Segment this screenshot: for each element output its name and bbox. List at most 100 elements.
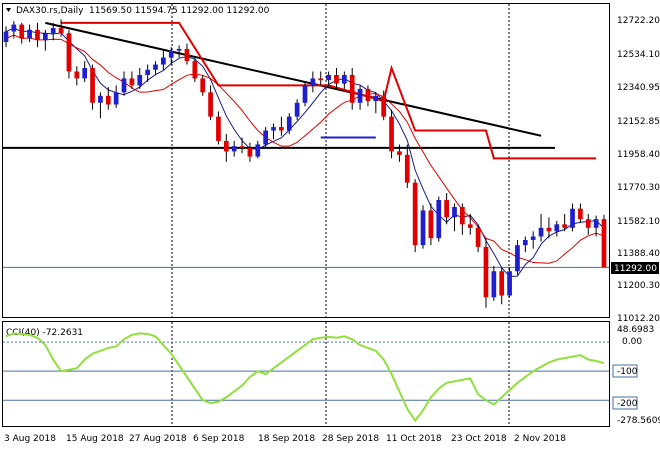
- date-tick: 28 Sep 2018: [322, 434, 379, 444]
- candle-body: [90, 68, 95, 103]
- price-tick: 11958.40: [617, 150, 660, 160]
- candle-body: [381, 95, 387, 117]
- current-price-label: 11292.00: [614, 264, 657, 274]
- candle-body: [82, 68, 88, 79]
- date-tick: 27 Aug 2018: [129, 434, 187, 444]
- candle-body: [397, 151, 402, 155]
- candle-body: [216, 116, 221, 141]
- candle-body: [271, 127, 276, 131]
- candle-body: [420, 210, 426, 246]
- cci-panel-frame: [2, 321, 610, 427]
- candle-body: [554, 224, 560, 232]
- candle-body: [192, 61, 198, 79]
- candle-body: [231, 146, 237, 152]
- candle-body: [168, 50, 174, 58]
- date-tick: 11 Oct 2018: [386, 434, 442, 444]
- candle-body: [578, 208, 583, 220]
- candle-body: [373, 95, 379, 102]
- cci-tick: 0.00: [622, 337, 642, 347]
- candle-body: [105, 95, 111, 105]
- candle-body: [467, 224, 473, 228]
- cci-level-100-label: -100: [617, 367, 638, 377]
- cci-axis: 48.6983 0.00 -278.5609: [617, 325, 660, 426]
- candle-body: [137, 74, 143, 86]
- collapse-triangle-icon: [6, 8, 11, 12]
- candle-body: [286, 116, 292, 131]
- candle-body: [499, 271, 505, 296]
- candle-body: [58, 28, 64, 34]
- cci-level-200-badge: -200: [612, 396, 638, 410]
- symbol-label: DAX30.rs,Daily: [16, 6, 84, 16]
- candle-body: [436, 200, 442, 239]
- candle-body: [50, 28, 56, 34]
- candle-body: [66, 33, 72, 72]
- price-tick: 12340.95: [617, 83, 660, 93]
- candle-body: [3, 31, 9, 42]
- candle-body: [42, 33, 48, 41]
- candle-body: [483, 246, 489, 298]
- price-tick: 11200.30: [617, 281, 660, 291]
- candle-body: [452, 206, 457, 218]
- price-tick: 12534.10: [617, 50, 660, 60]
- candle-body: [129, 78, 135, 86]
- chart-header: DAX30.rs,Daily 11569.50 11594.75 11292.0…: [6, 6, 270, 16]
- candle-body: [562, 224, 568, 228]
- cci-tick: 48.6983: [617, 325, 654, 335]
- candle-body: [153, 64, 158, 70]
- resistance-trendline: [45, 21, 542, 137]
- date-axis: 3 Aug 2018 15 Aug 2018 27 Aug 2018 6 Sep…: [4, 434, 566, 444]
- candle-body: [263, 130, 269, 145]
- candle-body: [515, 245, 520, 272]
- cci-title: CCI(40) -72.2631: [6, 328, 83, 338]
- candle-body: [121, 78, 127, 93]
- candle-body: [98, 95, 103, 103]
- candle-body: [349, 74, 355, 103]
- candle-body: [239, 146, 245, 148]
- candle-body: [412, 182, 418, 246]
- price-tick: 12722.20: [617, 16, 660, 26]
- candle-body: [404, 154, 410, 183]
- candle-body: [593, 219, 599, 228]
- date-tick: 23 Oct 2018: [451, 434, 507, 444]
- price-tick: 11582.10: [617, 217, 660, 227]
- candle-body: [334, 74, 339, 84]
- candle-body: [255, 144, 261, 157]
- cci-level-200-label: -200: [617, 399, 638, 409]
- candle-body: [601, 219, 607, 268]
- price-tick: 11770.30: [617, 183, 660, 193]
- cci-level-100-badge: -100: [612, 364, 638, 378]
- candle-body: [341, 74, 347, 84]
- candle-body: [113, 92, 119, 105]
- candle-body: [294, 102, 300, 117]
- date-tick: 15 Aug 2018: [66, 434, 124, 444]
- candle-body: [570, 208, 575, 228]
- candle-body: [538, 227, 544, 237]
- candle-body: [74, 71, 80, 79]
- candle-body: [200, 78, 206, 93]
- candle-body: [326, 74, 331, 81]
- candle-body: [491, 271, 497, 298]
- candle-body: [475, 227, 481, 247]
- candle-body: [522, 239, 528, 246]
- price-tick: 12152.85: [617, 117, 660, 127]
- candle-body: [357, 88, 363, 103]
- price-tick: 11012.20: [617, 314, 660, 324]
- candle-body: [365, 88, 371, 102]
- candle-body: [208, 92, 213, 117]
- candle-body: [27, 29, 32, 39]
- current-price-badge: 11292.00: [611, 262, 659, 274]
- candle-body: [145, 69, 150, 75]
- price-axis: 12722.20 12534.10 12340.95 12152.85 1195…: [617, 16, 660, 324]
- main-panel-frame: [2, 3, 610, 318]
- candle-body: [19, 24, 25, 39]
- candle-body: [247, 147, 253, 157]
- date-tick: 18 Sep 2018: [258, 434, 315, 444]
- candle-body: [444, 200, 449, 218]
- slow-moving-average: [5, 34, 605, 264]
- cci-tick: -278.5609: [617, 416, 660, 426]
- candle-body: [310, 78, 316, 86]
- candle-body: [530, 236, 536, 240]
- candle-body: [318, 78, 324, 81]
- candle-body: [11, 24, 17, 32]
